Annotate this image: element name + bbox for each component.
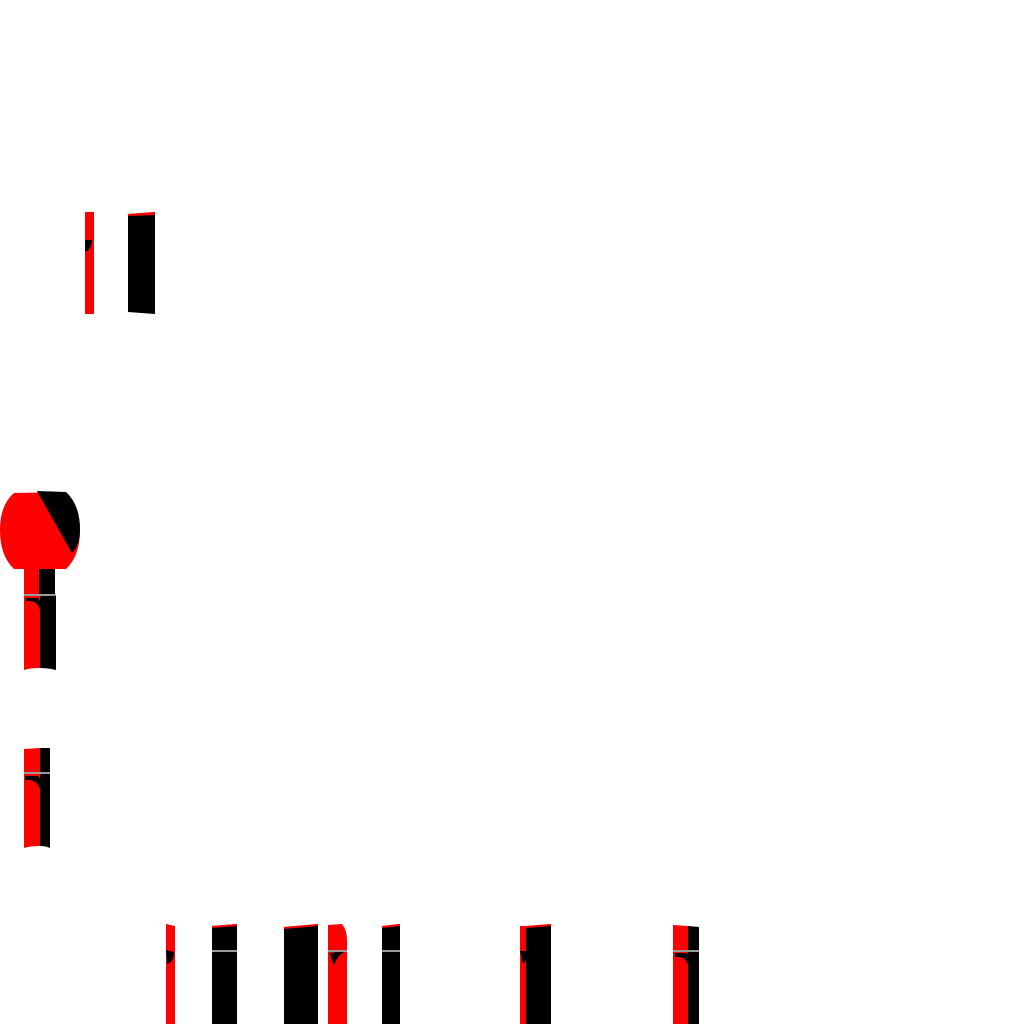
head-piece-group: [0, 491, 80, 670]
thin-red-piece-notch: [85, 240, 92, 252]
leg-lower-black: [40, 774, 50, 848]
bottom-piece-6-black: [526, 924, 551, 1024]
thin-red-piece: [85, 212, 94, 314]
leg-top-red: [24, 748, 40, 773]
piece-group-top: [85, 212, 155, 314]
body-piece-black: [40, 596, 56, 670]
bottom-piece-4: [328, 924, 347, 1024]
leg-lower-red: [24, 774, 40, 848]
bottom-piece-7-curl: [675, 953, 690, 968]
bottom-piece-5: [382, 924, 400, 1024]
bottom-piece-2: [212, 924, 237, 1024]
leg-curl: [25, 776, 41, 790]
bottom-piece-5-top-edge: [382, 924, 400, 928]
bottom-piece-1: [166, 924, 175, 1024]
bottom-piece-6-notch: [520, 951, 528, 964]
bottom-piece-1-notch: [166, 950, 174, 964]
bottom-piece-3: [284, 924, 318, 1024]
black-block-piece: [128, 212, 155, 314]
body-piece-red: [24, 596, 40, 670]
head-dark-wedge: [37, 491, 80, 553]
bottom-piece-6-top-edge: [526, 924, 551, 928]
leg-piece-group: [24, 748, 50, 848]
leg-top-black: [40, 748, 50, 773]
bottom-piece-4-curl: [330, 951, 346, 966]
bottom-piece-6-red: [520, 926, 526, 1024]
neck-piece-right: [39, 569, 55, 595]
body-piece-curl: [26, 598, 41, 610]
piece-row-bottom: [166, 924, 699, 1024]
bottom-piece-7-red: [673, 925, 688, 1024]
bottom-piece-2-top-edge: [212, 924, 237, 928]
bottom-piece-3-top-edge: [284, 924, 318, 929]
bottom-piece-7-black: [688, 926, 699, 1024]
black-block-piece-top-edge: [128, 212, 155, 216]
neck-piece-left: [24, 569, 39, 595]
